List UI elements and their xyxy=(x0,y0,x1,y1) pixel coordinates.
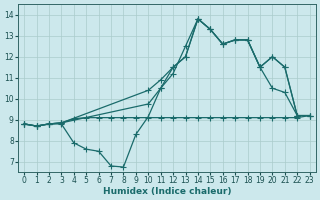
X-axis label: Humidex (Indice chaleur): Humidex (Indice chaleur) xyxy=(103,187,231,196)
